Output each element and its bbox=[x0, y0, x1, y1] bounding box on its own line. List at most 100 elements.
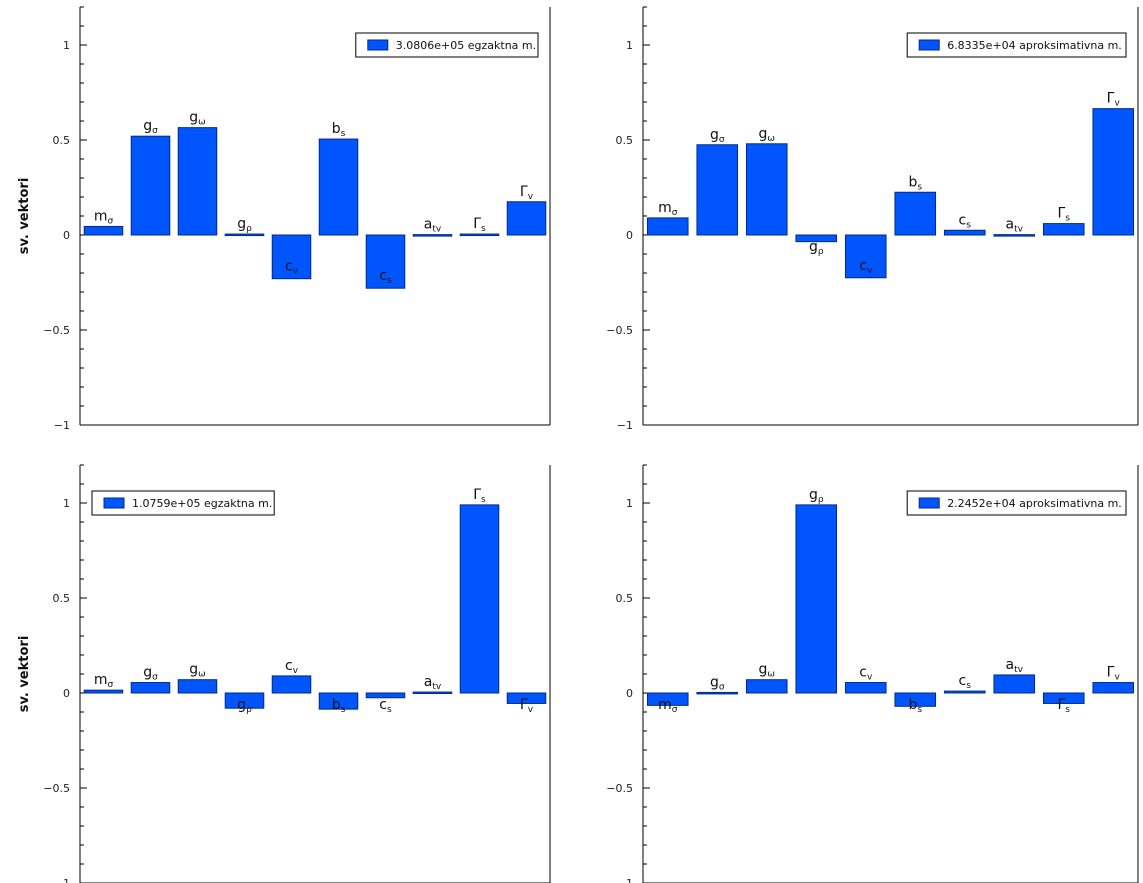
bar-label: mσ bbox=[658, 200, 678, 218]
bar-label: cv bbox=[859, 258, 873, 276]
bar bbox=[318, 138, 359, 236]
bar bbox=[696, 691, 739, 695]
bar bbox=[271, 234, 312, 280]
y-tick-label: −1 bbox=[54, 877, 70, 883]
legend-label: 1.0759e+05 egzaktna m. bbox=[132, 497, 272, 510]
legend: 1.0759e+05 egzaktna m. bbox=[91, 490, 275, 516]
bar bbox=[318, 692, 359, 710]
bar-label: atv bbox=[424, 217, 442, 235]
bar-label: gρ bbox=[237, 216, 252, 234]
bar-label: gσ bbox=[710, 674, 725, 692]
bar bbox=[83, 689, 124, 694]
bar-label: cv bbox=[859, 665, 873, 683]
bar bbox=[130, 682, 171, 694]
bar-label: bs bbox=[332, 121, 346, 139]
legend-box bbox=[906, 490, 1127, 516]
legend: 6.8335e+04 aproksimativna m. bbox=[906, 32, 1127, 58]
bar bbox=[177, 127, 218, 236]
bar-label: gω bbox=[759, 126, 775, 144]
bar bbox=[506, 201, 547, 236]
bar-label: Γv bbox=[1107, 91, 1121, 109]
bar-label: atv bbox=[424, 674, 442, 692]
y-tick-label: −0.5 bbox=[43, 324, 70, 337]
bar-label: Γv bbox=[1107, 665, 1121, 683]
bar-label: Γv bbox=[520, 184, 534, 202]
bar bbox=[1092, 108, 1135, 236]
y-tick-label: −1 bbox=[617, 419, 633, 432]
y-tick-label: 0 bbox=[63, 229, 70, 242]
bar-label: cv bbox=[285, 658, 299, 676]
legend: 2.2452e+04 aproksimativna m. bbox=[906, 490, 1127, 516]
bar bbox=[506, 692, 547, 704]
y-tick-label: 1 bbox=[63, 497, 70, 510]
bar-label: Γs bbox=[1057, 697, 1070, 715]
bar bbox=[412, 234, 453, 237]
y-tick-label: 0.5 bbox=[53, 134, 71, 147]
bar bbox=[646, 692, 689, 706]
bar bbox=[459, 233, 500, 237]
y-tick-label: −0.5 bbox=[606, 782, 633, 795]
bar-label: cv bbox=[285, 259, 299, 277]
bar-label: gρ bbox=[809, 487, 824, 505]
legend-label: 2.2452e+04 aproksimativna m. bbox=[947, 497, 1122, 510]
y-axis-label: sv. vektori bbox=[17, 636, 32, 713]
bar-label: mσ bbox=[94, 672, 114, 690]
bar bbox=[646, 217, 689, 236]
bar-label: atv bbox=[1006, 217, 1024, 235]
legend-label: 6.8335e+04 aproksimativna m. bbox=[947, 39, 1122, 52]
legend: 3.0806e+05 egzaktna m. bbox=[355, 32, 539, 58]
bar-label: bs bbox=[332, 697, 346, 715]
y-tick-label: 1 bbox=[63, 39, 70, 52]
bar-label: cs bbox=[959, 212, 972, 230]
legend-swatch bbox=[103, 497, 125, 509]
y-tick-label: −0.5 bbox=[43, 782, 70, 795]
bar-label: Γs bbox=[473, 216, 486, 234]
bar bbox=[224, 233, 265, 237]
y-tick-label: 1 bbox=[626, 497, 633, 510]
y-tick-label: −1 bbox=[617, 877, 633, 883]
y-tick-label: 0.5 bbox=[53, 592, 71, 605]
bar-label: cs bbox=[959, 673, 972, 691]
chart-panel-4: −1 −0.5 0 0.5 1 mσ gσ gω gρ cv bs cs atv Γs Γv 2.2452e+… bbox=[606, 464, 1139, 883]
bar bbox=[365, 692, 406, 699]
bar-label: atv bbox=[1006, 657, 1024, 675]
bar bbox=[844, 682, 887, 694]
bar bbox=[696, 144, 739, 236]
legend-swatch bbox=[367, 39, 389, 51]
bar bbox=[894, 191, 937, 236]
bar-label: Γs bbox=[1057, 206, 1070, 224]
y-tick-label: 0.5 bbox=[616, 134, 634, 147]
bar bbox=[745, 143, 788, 236]
bar-label: gρ bbox=[237, 697, 252, 715]
y-tick-label: 0.5 bbox=[616, 592, 634, 605]
bar bbox=[795, 234, 838, 243]
y-tick-label: 0 bbox=[626, 229, 633, 242]
bar-label: gω bbox=[189, 110, 205, 128]
y-tick-label: 0 bbox=[63, 687, 70, 700]
bar bbox=[795, 504, 838, 694]
bar bbox=[844, 234, 887, 279]
bar bbox=[1042, 223, 1085, 236]
legend-box bbox=[906, 32, 1127, 58]
bar-label: gσ bbox=[143, 665, 158, 683]
bar-label: mσ bbox=[94, 208, 114, 226]
y-tick-label: −0.5 bbox=[606, 324, 633, 337]
bar bbox=[993, 234, 1036, 237]
bar-label: Γv bbox=[520, 697, 534, 715]
chart-panel-1: −1 −0.5 0 0.5 1 sv. vektori mσ gσ gω gρ cv bs cs atv Γ… bbox=[17, 6, 551, 432]
bar bbox=[894, 692, 937, 707]
bar-label: gω bbox=[759, 662, 775, 680]
bar-label: cs bbox=[379, 697, 392, 715]
bar bbox=[943, 690, 986, 694]
chart-panel-3: −1 −0.5 0 0.5 1 sv. vektori mσ gσ gω gρ cv bs cs atv Γ… bbox=[17, 464, 551, 883]
chart-panel-2: −1 −0.5 0 0.5 1 mσ gσ gω gρ cv bs cs atv Γs Γv 6.8335e+… bbox=[606, 6, 1139, 432]
bar-label: gσ bbox=[710, 127, 725, 145]
bar bbox=[993, 674, 1036, 694]
legend-label: 3.0806e+05 egzaktna m. bbox=[396, 39, 536, 52]
bar-label: bs bbox=[908, 697, 922, 715]
bar-label: cs bbox=[379, 268, 392, 286]
y-tick-label: 0 bbox=[626, 687, 633, 700]
bar bbox=[83, 225, 124, 236]
bar bbox=[271, 675, 312, 694]
